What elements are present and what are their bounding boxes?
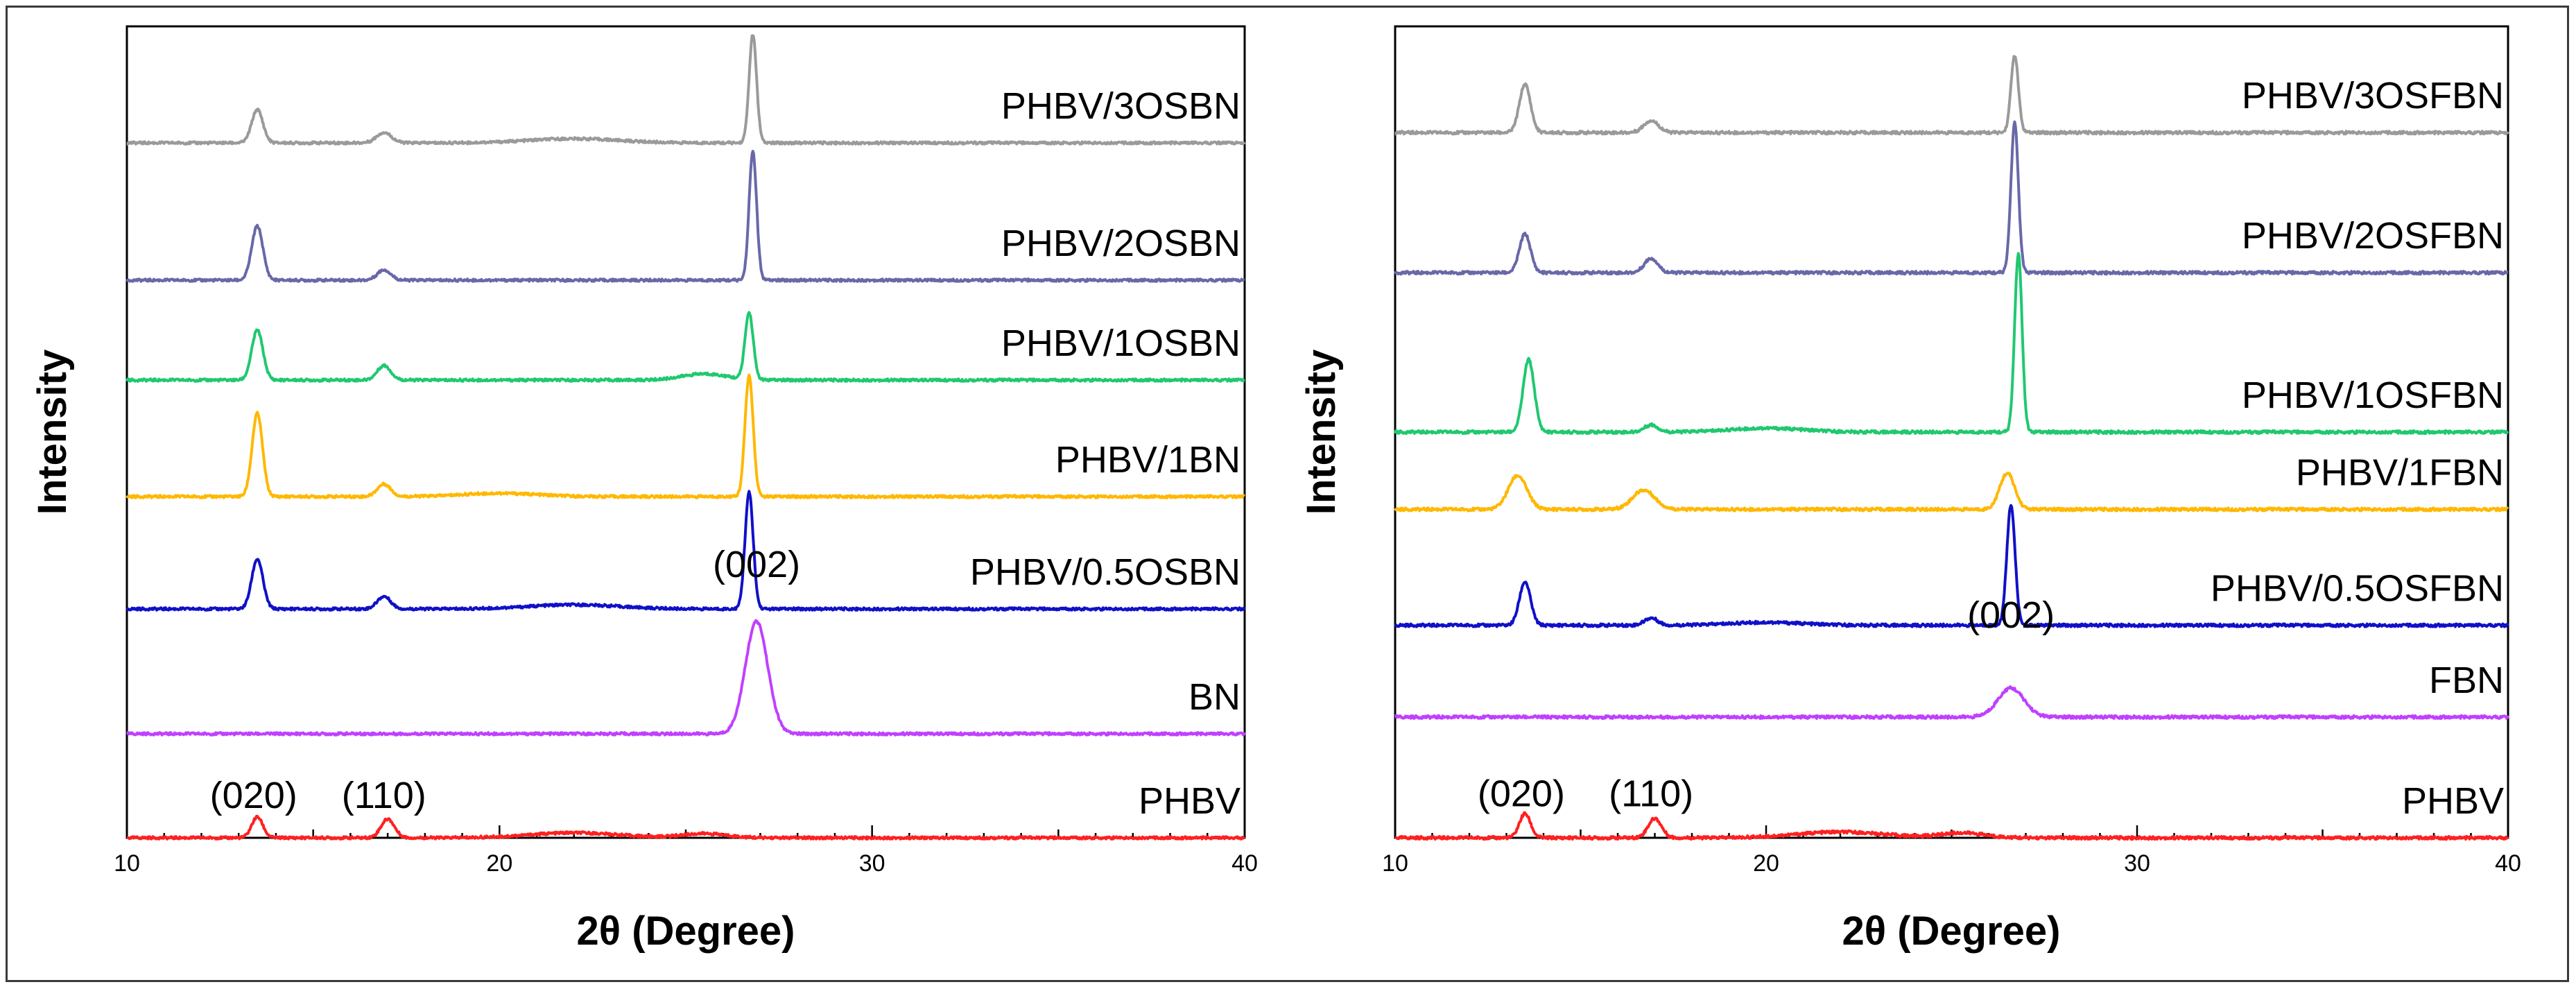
x-axis-ticks-right: 10 20 30 40 [1382, 825, 2521, 877]
series-labels-left: PHBV BN PHBV/0.5OSBN PHBV/1BN PHBV/1OSBN PHBV… [970, 85, 1241, 822]
series-label: BN [1188, 676, 1241, 718]
series-line-fbn [1394, 685, 2509, 720]
series-label: PHBV/1BN [1055, 439, 1241, 481]
y-axis-title-left: Intensity [30, 350, 75, 515]
chart-panel-left: 10 20 30 40 PHBV BN PHBV/0.5OSBN PHBV/1BN PHBV/… [30, 25, 1258, 954]
series-label: PHBV/2OSFBN [2242, 215, 2504, 257]
series-line-phbv-3osfbn [1394, 55, 2509, 136]
x-axis-title-left: 2θ (Degree) [576, 909, 795, 954]
series-line-phbv-2osbn [126, 150, 1245, 283]
series-label: PHBV [1139, 780, 1241, 822]
series-line-phbv-1osbn [126, 311, 1245, 383]
peak-annotation: (110) [1609, 773, 1693, 815]
series-label: PHBV/3OSBN [1001, 85, 1241, 127]
series-group-right [1394, 55, 2509, 841]
peak-annotation: (020) [210, 775, 297, 816]
x-tick-label: 20 [1753, 850, 1779, 877]
series-label: PHBV/0.5OSBN [970, 551, 1241, 593]
series-line-phbv [126, 814, 1246, 841]
series-label: PHBV/1OSBN [1001, 322, 1241, 364]
series-label: PHBV/3OSFBN [2242, 75, 2504, 117]
y-axis-title-right: Intensity [1299, 350, 1344, 515]
series-line-phbv-2osfbn [1394, 120, 2509, 276]
peak-annotation: (002) [1967, 594, 2055, 636]
x-tick-label: 30 [2124, 850, 2150, 877]
series-line-phbv-0-5osfbn [1394, 504, 2509, 628]
series-label: PHBV [2402, 780, 2504, 822]
series-line-phbv [1394, 811, 2509, 841]
series-label: PHBV/1OSFBN [2242, 375, 2504, 416]
series-line-phbv-0-5osbn [126, 490, 1246, 612]
series-label: PHBV/1FBN [2296, 452, 2504, 493]
series-line-phbv-1osfbn [1394, 252, 2509, 436]
series-label: PHBV/0.5OSFBN [2211, 568, 2504, 610]
series-line-bn [126, 619, 1246, 737]
x-tick-label: 40 [1231, 850, 1258, 877]
peak-annotation: (002) [713, 544, 800, 585]
x-tick-label: 10 [114, 850, 140, 877]
x-tick-label: 10 [1382, 850, 1408, 877]
series-line-phbv-3osbn [126, 34, 1246, 146]
peak-annotation: (110) [342, 775, 426, 816]
chart-panel-right: 10 20 30 40 PHBVFBNPHBV/0.5OSFBNPHBV/1FBNPH… [1299, 25, 2521, 954]
series-label: PHBV/2OSBN [1001, 223, 1241, 264]
series-line-phbv-1bn [126, 373, 1246, 499]
series-group-left [126, 34, 1246, 841]
series-labels-right: PHBV FBN PHBV/0.5OSFBN PHBV/1FBN PHBV/1OSFBN… [2211, 75, 2504, 822]
x-axis-title-right: 2θ (Degree) [1842, 909, 2060, 954]
annotations-left: (002) (020) (110) [210, 544, 800, 816]
x-tick-label: 30 [859, 850, 885, 877]
x-tick-label: 20 [486, 850, 512, 877]
x-tick-label: 40 [2495, 850, 2521, 877]
series-label: FBN [2429, 660, 2504, 701]
peak-annotation: (020) [1478, 773, 1565, 815]
series-line-phbv-1fbn [1394, 472, 2509, 513]
annotations-right: (002) (020) (110) [1478, 594, 2055, 815]
plot-area-left [126, 25, 1246, 839]
